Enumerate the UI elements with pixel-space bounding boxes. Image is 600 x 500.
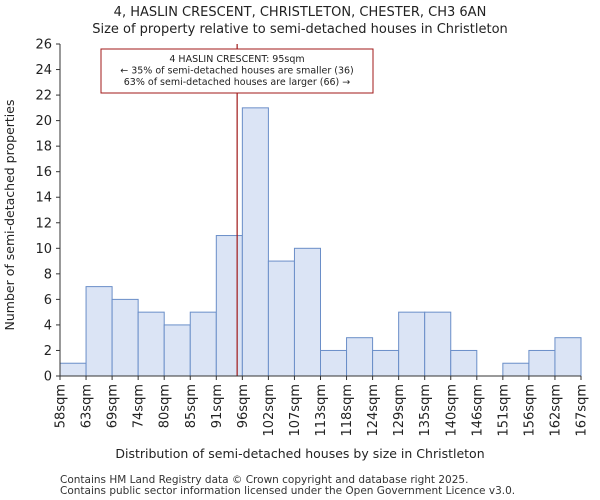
bar-162sqm	[554, 337, 582, 377]
x-tick-label: 151sqm	[496, 384, 511, 437]
y-tick-label: 12	[35, 216, 52, 231]
y-tick-label: 4	[44, 318, 52, 333]
y-tick-label: 14	[35, 191, 52, 206]
bar-118sqm	[346, 337, 374, 377]
bar-113sqm	[320, 349, 348, 377]
bar-135sqm	[424, 311, 452, 377]
bar-91sqm	[215, 235, 243, 377]
x-axis-label: Distribution of semi-detached houses by …	[115, 446, 484, 461]
x-tick-label: 102sqm	[262, 384, 277, 437]
bar-140sqm	[450, 349, 478, 377]
bar-96sqm	[241, 107, 269, 377]
bars-group	[59, 107, 582, 377]
y-tick-label: 6	[44, 293, 52, 308]
y-tick-label: 20	[35, 114, 52, 129]
x-tick-label: 146sqm	[470, 384, 485, 437]
x-tick-label: 113sqm	[314, 384, 329, 437]
x-tick-label: 96sqm	[236, 384, 251, 428]
x-tick-label: 58sqm	[54, 384, 69, 428]
bar-58sqm	[59, 362, 87, 377]
x-tick-label: 63sqm	[80, 384, 95, 428]
y-tick-label: 16	[35, 165, 52, 180]
x-tick-label: 162sqm	[548, 384, 563, 437]
x-tick-label: 135sqm	[418, 384, 433, 437]
bar-107sqm	[293, 247, 322, 377]
y-tick-label: 24	[35, 63, 52, 78]
y-tick-label: 10	[35, 242, 52, 257]
bar-69sqm	[111, 298, 139, 377]
chart-subtitle: Size of property relative to semi-detach…	[92, 22, 508, 37]
x-ticks-group: 58sqm 63sqm 69sqm 74sqm 80sqm 85sqm 91sqm 96sqm…	[54, 376, 590, 437]
x-tick-label: 124sqm	[366, 384, 381, 437]
x-tick-label: 167sqm	[575, 384, 590, 437]
bar-102sqm	[267, 260, 295, 377]
x-tick-label: 129sqm	[392, 384, 407, 437]
annotation-box	[100, 48, 374, 94]
bar-129sqm	[398, 311, 426, 377]
y-tick-label: 22	[35, 89, 52, 104]
bar-63sqm	[85, 286, 113, 377]
x-tick-label: 80sqm	[158, 384, 173, 428]
x-tick-label: 74sqm	[132, 384, 147, 428]
y-tick-label: 0	[44, 370, 52, 385]
y-tick-label: 2	[44, 344, 52, 359]
x-tick-label: 140sqm	[444, 384, 459, 437]
y-tick-label: 8	[44, 267, 52, 282]
bar-156sqm	[528, 349, 556, 377]
marker-group: 4 HASLIN CRESCENT: 95sqm← 35% of semi-de…	[100, 44, 374, 376]
x-tick-label: 69sqm	[106, 384, 121, 428]
x-tick-label: 107sqm	[288, 384, 303, 437]
x-tick-label: 156sqm	[522, 384, 537, 437]
bar-124sqm	[372, 349, 400, 377]
x-tick-label: 85sqm	[184, 384, 199, 428]
annotation-line-1: 4 HASLIN CRESCENT: 95sqm	[169, 54, 304, 65]
bar-151sqm	[502, 362, 530, 377]
x-tick-label: 91sqm	[210, 384, 225, 428]
bar-85sqm	[189, 311, 217, 377]
bar-74sqm	[137, 311, 165, 377]
y-tick-label: 18	[35, 140, 52, 155]
annotation-line-2: ← 35% of semi-detached houses are smalle…	[120, 66, 354, 77]
footer-line-2: Contains public sector information licen…	[60, 485, 515, 497]
x-tick-label: 118sqm	[340, 384, 355, 437]
y-tick-label: 26	[35, 38, 52, 53]
bar-80sqm	[163, 324, 191, 377]
y-axis-label: Number of semi-detached properties	[2, 100, 17, 331]
chart-title: 4, HASLIN CRESCENT, CHRISTLETON, CHESTER…	[114, 5, 487, 20]
footer-line-1: Contains HM Land Registry data © Crown c…	[60, 474, 468, 486]
annotation-line-3: 63% of semi-detached houses are larger (…	[124, 77, 351, 88]
